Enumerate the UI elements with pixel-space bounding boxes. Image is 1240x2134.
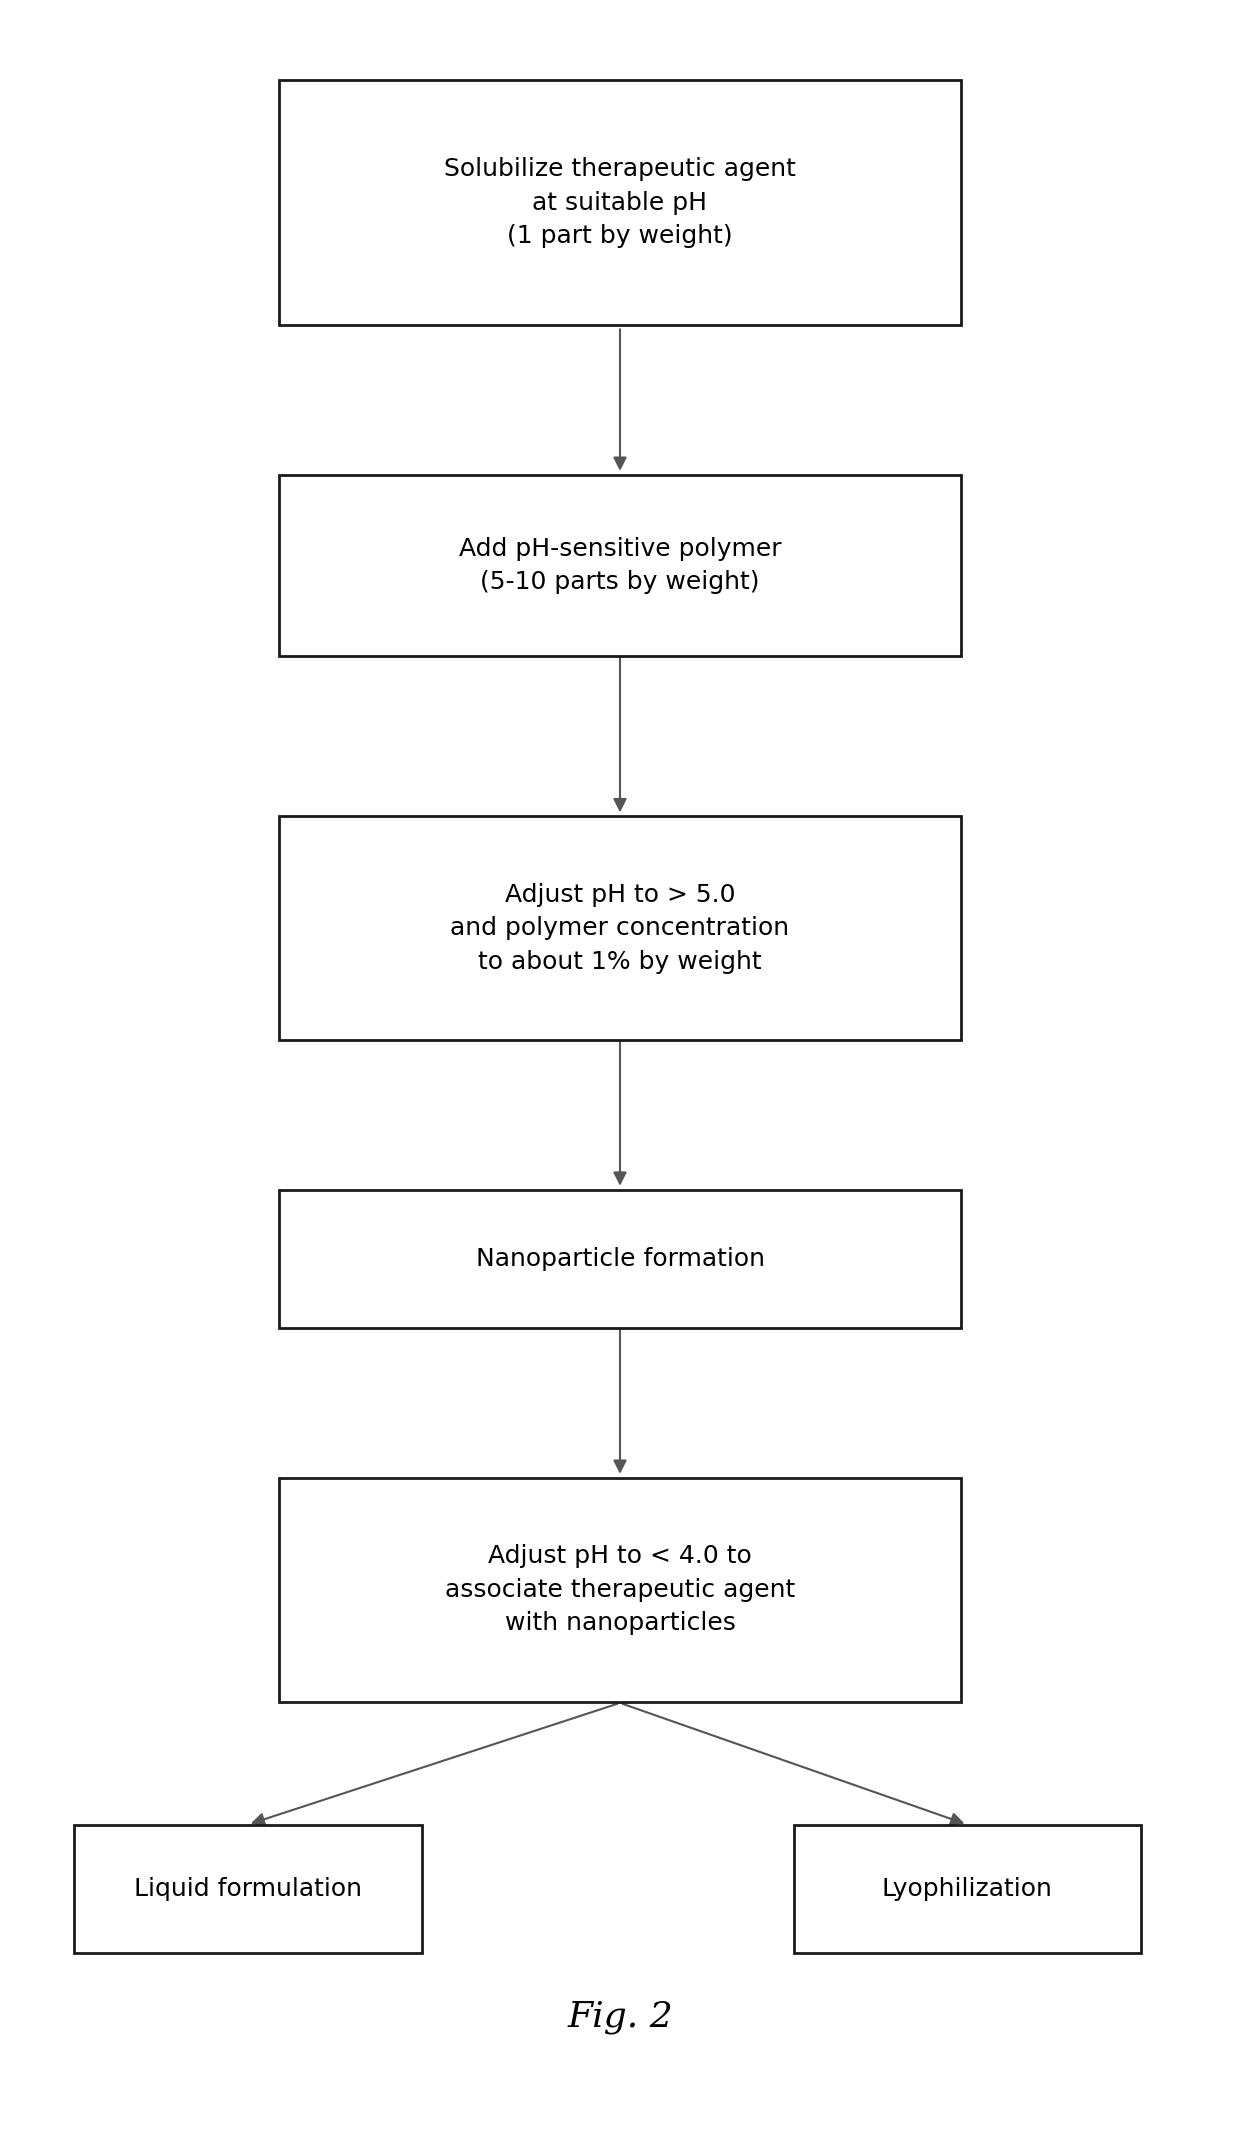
Bar	[279, 1477, 961, 1703]
Text: Fig. 2: Fig. 2	[567, 2000, 673, 2034]
Text: Add pH-sensitive polymer
(5-10 parts by weight): Add pH-sensitive polymer (5-10 parts by …	[459, 538, 781, 593]
Bar	[279, 79, 961, 324]
Bar	[74, 1825, 422, 1953]
Text: Adjust pH to > 5.0
and polymer concentration
to about 1% by weight: Adjust pH to > 5.0 and polymer concentra…	[450, 883, 790, 973]
Text: Nanoparticle formation: Nanoparticle formation	[475, 1246, 765, 1272]
Bar	[279, 817, 961, 1041]
Text: Adjust pH to < 4.0 to
associate therapeutic agent
with nanoparticles: Adjust pH to < 4.0 to associate therapeu…	[445, 1545, 795, 1635]
Bar	[279, 476, 961, 657]
Bar	[794, 1825, 1141, 1953]
Text: Solubilize therapeutic agent
at suitable pH
(1 part by weight): Solubilize therapeutic agent at suitable…	[444, 158, 796, 248]
Bar	[279, 1191, 961, 1327]
Text: Liquid formulation: Liquid formulation	[134, 1876, 362, 1901]
Text: Lyophilization: Lyophilization	[882, 1876, 1053, 1901]
